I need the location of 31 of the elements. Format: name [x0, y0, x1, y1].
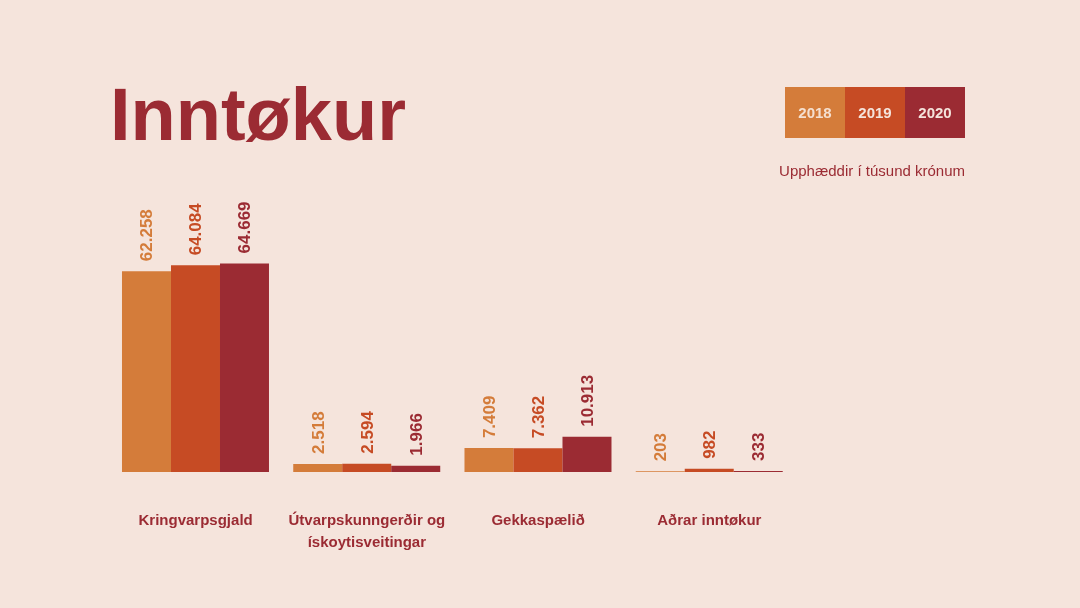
x-tick-label: Kringvarpsgjald — [138, 510, 253, 528]
data-label: 7.409 — [479, 395, 499, 439]
bar — [293, 463, 343, 472]
bar — [391, 465, 441, 472]
data-label: 62.258 — [137, 209, 157, 262]
x-tick-label: Gekkaspælið — [491, 510, 585, 528]
x-tick-label: Aðrar inntøkur — [657, 510, 762, 528]
data-label: 7.362 — [528, 395, 548, 439]
bar — [684, 468, 734, 472]
x-tick-label: Útvarpskunngerðir og ískoytisveitingar — [288, 510, 446, 550]
text: 2018 — [785, 87, 845, 138]
chart-title: Inntøkur — [110, 72, 406, 158]
bar — [464, 448, 514, 472]
data-label: 64.084 — [186, 202, 206, 256]
bar — [219, 263, 269, 472]
text: 2020 — [905, 87, 965, 138]
bar — [170, 265, 220, 472]
data-label: 2.518 — [308, 411, 328, 454]
bar — [342, 463, 392, 472]
text: Upphæddir í túsund krónum — [779, 162, 965, 179]
bar — [121, 271, 171, 472]
data-label: 2.594 — [357, 410, 377, 454]
bar — [513, 448, 563, 472]
data-label: 1.966 — [406, 413, 426, 456]
data-label: 203 — [651, 432, 671, 462]
bar — [562, 436, 612, 472]
data-label: 333 — [749, 432, 769, 461]
text: 2019 — [845, 87, 905, 138]
data-label: 10.913 — [577, 374, 597, 427]
data-label: 982 — [700, 430, 720, 459]
data-label: 64.669 — [235, 201, 255, 254]
